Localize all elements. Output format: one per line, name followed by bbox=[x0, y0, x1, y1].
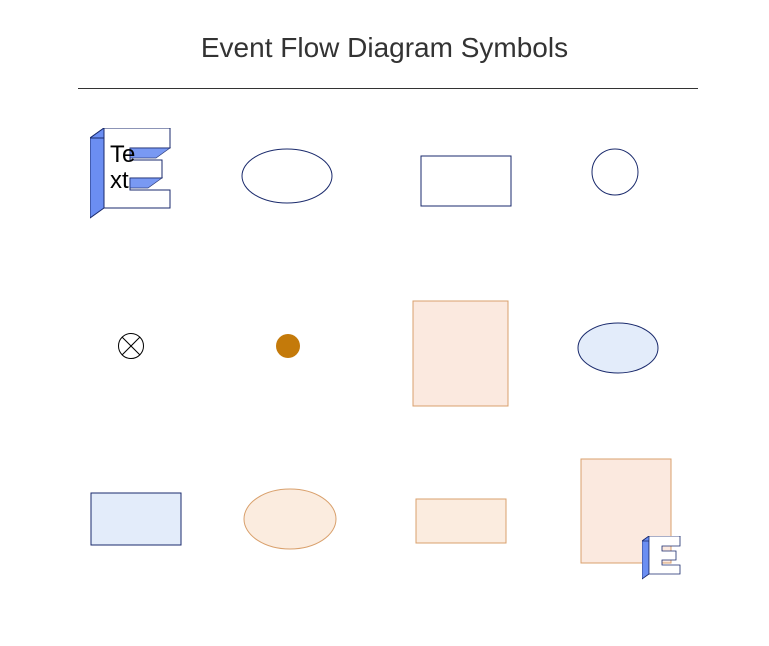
symbol-dot-filled bbox=[275, 333, 301, 359]
symbol-3d-e-large: Te xt bbox=[90, 128, 190, 228]
title-text: Event Flow Diagram Symbols bbox=[201, 32, 568, 63]
symbol-rect-blue bbox=[90, 492, 182, 546]
symbol-ellipse-blue bbox=[577, 322, 659, 374]
symbol-3d-e-small bbox=[642, 536, 688, 582]
symbol-ellipse-outline bbox=[241, 148, 333, 204]
symbol-ellipse-peach bbox=[243, 488, 337, 550]
symbol-rect-peach-tall bbox=[412, 300, 509, 407]
symbol-rect-peach-short bbox=[415, 498, 507, 544]
symbol-circle-outline bbox=[591, 148, 639, 196]
e3d-text: Te xt bbox=[110, 142, 135, 195]
symbol-rect-peach-with-e bbox=[580, 458, 690, 583]
symbol-rect-outline bbox=[420, 155, 512, 207]
page-title: Event Flow Diagram Symbols bbox=[0, 32, 769, 64]
title-divider bbox=[78, 88, 698, 89]
symbol-circle-x bbox=[117, 332, 145, 360]
